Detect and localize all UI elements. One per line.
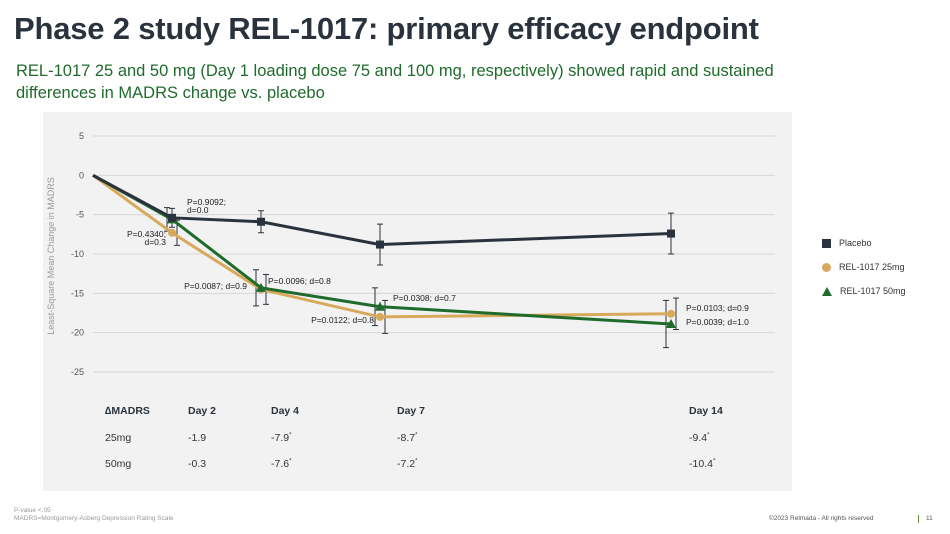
- square-marker-icon: [822, 238, 831, 248]
- y-tick-label: -5: [76, 210, 84, 220]
- series-line: [92, 174, 672, 247]
- annotation-label: P=0.0096; d=0.8: [268, 276, 331, 286]
- slide-title: Phase 2 study REL-1017: primary efficacy…: [14, 11, 759, 46]
- data-point: [666, 319, 676, 329]
- data-point: [376, 312, 384, 321]
- copyright: ©2023 Relmada - All rights reserved: [769, 515, 874, 522]
- annotation-label: P=0.4340;: [127, 229, 166, 239]
- table-header-cell: ∆MADRS: [105, 405, 150, 417]
- table-cell: -1.9: [188, 432, 207, 444]
- y-tick-label: 5: [79, 131, 84, 141]
- data-point: [168, 213, 176, 222]
- data-point: [376, 240, 384, 249]
- legend-label: REL-1017 25mg: [839, 262, 905, 272]
- table-cell: -8.7*: [397, 432, 418, 444]
- slide-subtitle: REL-1017 25 and 50 mg (Day 1 loading dos…: [16, 62, 774, 102]
- annotation-label: P=0.9092;: [187, 197, 226, 207]
- series-line: [92, 174, 672, 326]
- circle-marker-icon: [822, 262, 831, 272]
- table-row-label: 25mg: [105, 432, 132, 444]
- data-point: [256, 282, 266, 292]
- footnote-madrs: MADRS=Montgomery-Asberg Depression Ratin…: [14, 515, 174, 522]
- table-row-label: 50mg: [105, 458, 132, 470]
- table-cell: -10.4*: [689, 458, 716, 470]
- annotation-label: d=0.3: [144, 237, 166, 247]
- footer-divider: [918, 515, 919, 523]
- table-cell: -7.6*: [271, 458, 292, 470]
- data-point: [168, 228, 176, 237]
- triangle-marker-icon: [822, 286, 832, 296]
- data-point: [667, 309, 675, 318]
- data-point: [667, 229, 675, 238]
- table-cell: -9.4*: [689, 432, 710, 444]
- footnote-pvalue: P-value <.05: [14, 507, 51, 514]
- y-tick-label: -25: [71, 367, 84, 377]
- y-tick-label: -10: [71, 249, 84, 259]
- table-header-cell: Day 2: [188, 405, 217, 417]
- y-tick-label: -20: [71, 328, 84, 338]
- annotation-label: P=0.0122; d=0.8: [311, 315, 374, 325]
- legend-item-rel1017-25mg: REL-1017 25mg: [822, 262, 905, 272]
- data-point: [257, 217, 265, 226]
- table-header-cell: Day 4: [271, 405, 300, 417]
- legend-item-placebo: Placebo: [822, 238, 872, 248]
- legend-label: Placebo: [839, 238, 872, 248]
- annotation-label: d=0.0: [187, 205, 209, 215]
- annotation-label: P=0.0103; d=0.9: [686, 303, 749, 313]
- y-tick-label: 0: [79, 170, 84, 180]
- data-point: [375, 301, 385, 311]
- table-header-cell: Day 14: [689, 405, 723, 417]
- y-tick-label: -15: [71, 288, 84, 298]
- y-axis-label: Least-Square Mean Change in MADRS: [46, 177, 56, 335]
- legend-label: REL-1017 50mg: [840, 286, 906, 296]
- annotation-label: P=0.0039; d=1.0: [686, 317, 749, 327]
- annotation-label: P=0.0087; d=0.9: [184, 281, 247, 291]
- page-number: 11: [926, 515, 933, 522]
- table-cell: -0.3: [188, 458, 207, 470]
- table-cell: -7.2*: [397, 458, 418, 470]
- annotation-label: P=0.0308; d=0.7: [393, 293, 456, 303]
- table-cell: -7.9*: [271, 432, 292, 444]
- table-header-cell: Day 7: [397, 405, 426, 417]
- legend-item-rel1017-50mg: REL-1017 50mg: [822, 286, 906, 296]
